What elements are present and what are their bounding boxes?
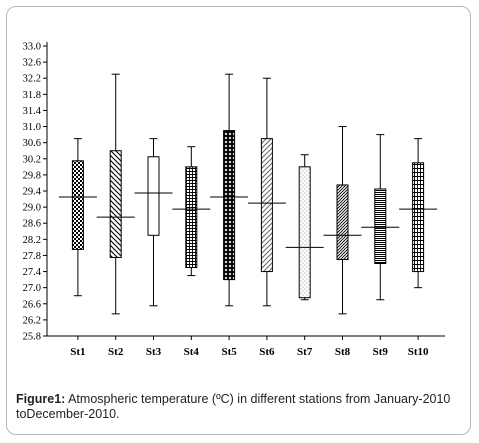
y-tick-label: 31.0 [23, 122, 41, 133]
y-tick-label: 26.2 [23, 315, 41, 326]
y-tick-label: 29.4 [23, 187, 42, 198]
y-tick-label: 33.0 [23, 42, 41, 53]
box-body [185, 166, 198, 269]
x-tick-label: St1 [70, 346, 85, 358]
y-tick-label: 32.6 [23, 58, 41, 69]
y-tick-label: 30.6 [23, 138, 41, 149]
box-st1 [58, 138, 97, 297]
y-tick-label: 28.2 [23, 235, 41, 246]
box-st5 [210, 73, 249, 307]
y-tick-label: 31.4 [23, 106, 42, 117]
box-body [260, 138, 273, 273]
y-tick-label: 27.8 [23, 251, 41, 262]
y-tick-label: 26.6 [23, 299, 41, 310]
box-body [374, 188, 387, 264]
axes: 33.0 32.6 32.2 31.8 31.4 31.0 30.6 30.2 29.8 29.4… [23, 42, 445, 358]
x-tick-label: St6 [259, 346, 275, 358]
figure-caption: Figure1: Atmospheric temperature (ºC) in… [16, 392, 466, 422]
y-tick-label: 27.0 [23, 283, 41, 294]
box-body [147, 156, 160, 236]
y-tick-label: 28.6 [23, 219, 41, 230]
x-tick-label: St2 [108, 346, 124, 358]
y-tick-label: 29.0 [23, 203, 41, 214]
x-tick-label: St4 [184, 346, 200, 358]
x-tick-label: St7 [297, 346, 313, 358]
box-st7 [285, 154, 324, 301]
x-tick-label: St10 [408, 346, 429, 358]
caption-text: Atmospheric temperature (ºC) in differen… [16, 392, 451, 421]
box-st4 [172, 146, 211, 277]
x-tick-label: St3 [146, 346, 162, 358]
boxes [58, 73, 438, 315]
y-tick-label: 32.2 [23, 74, 41, 85]
box-body [223, 130, 236, 281]
x-tick-label: St9 [373, 346, 389, 358]
box-st2 [96, 73, 135, 315]
y-tick-label: 30.2 [23, 154, 41, 165]
y-tick-label: 31.8 [23, 90, 41, 101]
box-st9 [361, 134, 400, 301]
box-st3 [134, 138, 173, 307]
box-st8 [323, 126, 362, 315]
y-tick-label: 29.8 [23, 170, 41, 181]
box-body [109, 150, 122, 258]
y-tick-label: 25.8 [23, 332, 41, 343]
box-body [71, 160, 84, 250]
x-tick-label: St8 [335, 346, 351, 358]
box-body [412, 162, 425, 273]
box-st10 [399, 138, 438, 289]
box-st6 [247, 77, 286, 307]
box-body [336, 184, 349, 260]
box-body [298, 166, 311, 299]
caption-label: Figure1: [16, 392, 66, 406]
x-tick-label: St5 [221, 346, 237, 358]
y-tick-label: 27.4 [23, 267, 42, 278]
